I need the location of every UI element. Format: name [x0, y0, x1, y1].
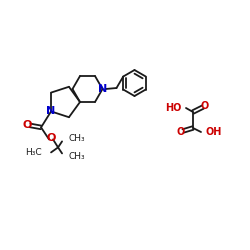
Text: O: O [201, 101, 209, 111]
Text: O: O [177, 127, 185, 137]
Text: O: O [22, 120, 32, 130]
Text: CH₃: CH₃ [68, 134, 85, 143]
Text: HO: HO [166, 103, 182, 113]
Text: CH₃: CH₃ [68, 152, 85, 161]
Text: OH: OH [206, 127, 222, 137]
Text: N: N [98, 84, 107, 94]
Text: H₃C: H₃C [26, 148, 42, 157]
Text: O: O [46, 134, 56, 143]
Text: N: N [46, 106, 56, 117]
